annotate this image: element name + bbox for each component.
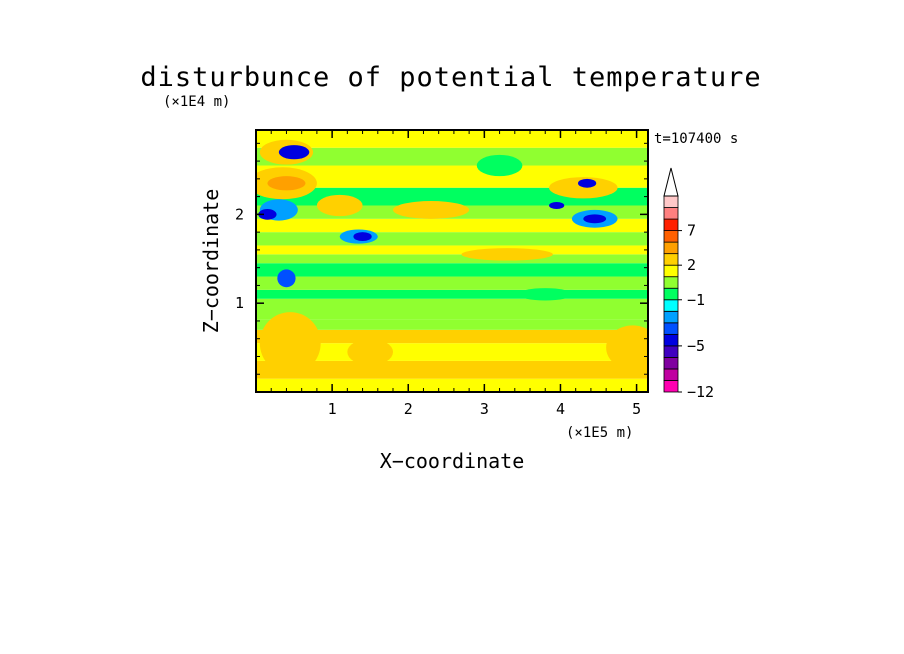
- y-tick-label: 2: [235, 205, 244, 223]
- colorbar-segment: [663, 264, 679, 278]
- x-tick-label: 3: [480, 400, 489, 418]
- field-feature: [476, 154, 523, 177]
- field-feature: [277, 269, 296, 288]
- x-axis-ticks: 1 2 3 4 5: [270, 130, 641, 418]
- colorbar-segment: [663, 380, 679, 393]
- field-band: [256, 165, 648, 188]
- field-feature: [278, 145, 310, 160]
- field-band: [256, 360, 648, 379]
- field-band: [256, 319, 648, 330]
- field-band: [256, 245, 648, 255]
- field-band: [256, 130, 648, 148]
- field-feature: [353, 232, 372, 242]
- field-band: [256, 378, 648, 392]
- x-tick-label: 4: [556, 400, 565, 418]
- field-band: [256, 289, 648, 299]
- colorbar-segment: [663, 195, 679, 208]
- time-label: t=107400 s: [654, 131, 738, 147]
- colorbar-label: −12: [687, 383, 714, 401]
- colorbar-extend-max: [663, 167, 679, 197]
- colorbar-segment: [663, 322, 679, 335]
- colorbar-label: −5: [687, 337, 705, 355]
- colorbar-segment: [663, 218, 679, 231]
- colorbar-segment: [663, 368, 679, 381]
- y-axis-label: Z−coordinate: [199, 189, 223, 334]
- y-tick-label: 1: [235, 294, 244, 312]
- field-feature: [606, 325, 648, 370]
- field-feature: [461, 248, 553, 261]
- x-axis-label: X−coordinate: [380, 449, 525, 473]
- field-band: [256, 218, 648, 233]
- colorbar-segment: [663, 310, 679, 324]
- colorbar-segment: [663, 276, 679, 289]
- colorbar-segment: [663, 299, 679, 312]
- field-feature: [549, 201, 565, 210]
- plot-frame: [255, 129, 649, 393]
- field-band: [256, 276, 648, 290]
- field-feature: [393, 201, 470, 219]
- colorbar-segment: [663, 357, 679, 370]
- x-tick-label: 1: [328, 400, 337, 418]
- x-tick-label: 5: [632, 400, 641, 418]
- field-band: [256, 254, 648, 264]
- x-unit-label: (×1E5 m): [566, 425, 633, 441]
- colorbar-label: −1: [687, 291, 705, 309]
- contour-field: [256, 130, 648, 392]
- colorbar-segment: [663, 345, 679, 358]
- colorbar: −12−5−127: [663, 167, 714, 401]
- colorbar-segment: [663, 287, 679, 301]
- y-unit-label: (×1E4 m): [163, 94, 230, 110]
- field-feature: [583, 214, 607, 224]
- x-tick-label: 2: [404, 400, 413, 418]
- colorbar-segment: [663, 241, 679, 255]
- field-feature: [518, 288, 572, 301]
- colorbar-segment: [663, 253, 679, 266]
- colorbar-label: 2: [687, 256, 696, 274]
- field-feature: [316, 194, 363, 217]
- field-band: [256, 329, 648, 344]
- colorbar-segment: [663, 230, 679, 243]
- colorbar-segment: [663, 333, 679, 347]
- field-band: [256, 263, 648, 277]
- chart-title: disturbunce of potential temperature: [140, 62, 761, 93]
- field-band: [256, 298, 648, 320]
- field-feature: [577, 178, 597, 188]
- field-feature: [259, 312, 321, 375]
- field-feature: [267, 176, 306, 191]
- colorbar-label: 7: [687, 222, 696, 240]
- field-band: [256, 232, 648, 246]
- field-feature: [258, 209, 277, 220]
- colorbar-segment: [663, 207, 679, 220]
- field-feature: [549, 177, 618, 199]
- field-feature: [347, 338, 394, 366]
- y-axis-ticks: 12: [235, 142, 648, 375]
- field-band: [256, 147, 648, 166]
